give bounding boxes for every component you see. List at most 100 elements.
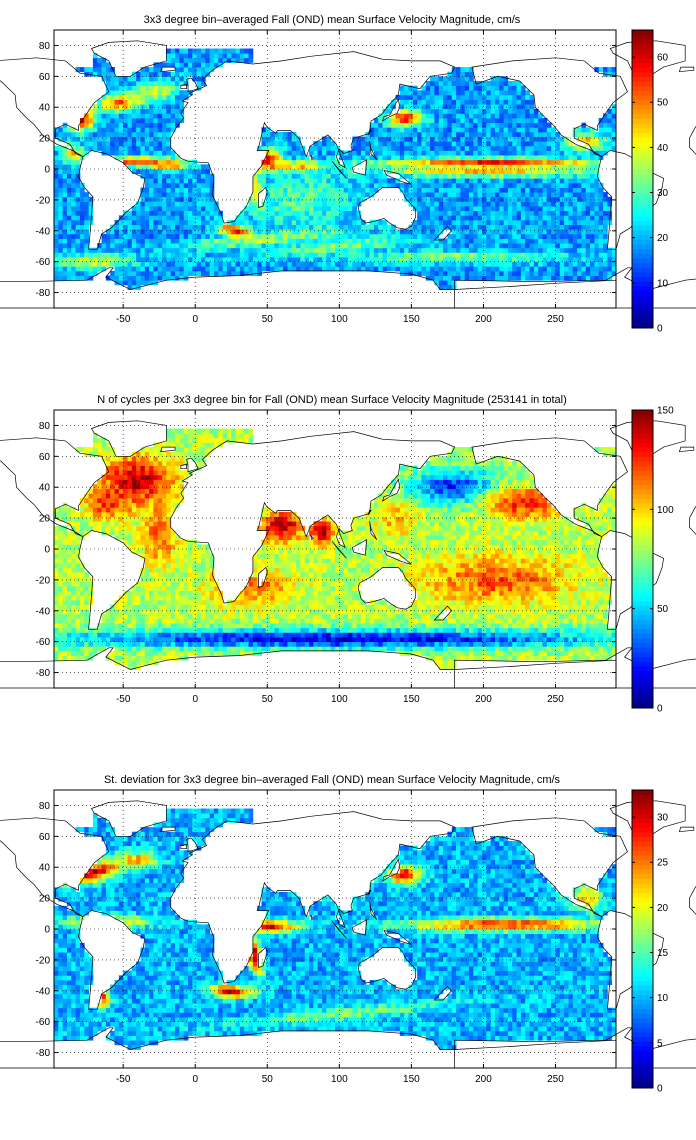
heatmap-cell [144, 280, 150, 286]
heatmap-cell [542, 238, 548, 244]
heatmap-cell [92, 118, 98, 124]
heatmap-cell [265, 224, 271, 230]
heatmap-cell [326, 247, 332, 253]
heatmap-cell [144, 127, 150, 133]
heatmap-cell [434, 243, 440, 249]
heatmap-cell [278, 141, 284, 147]
heatmap-cell [507, 247, 513, 253]
heatmap-cell [231, 229, 236, 235]
heatmap-cell [54, 219, 59, 225]
heatmap-cell [507, 94, 513, 100]
heatmap-cell [175, 57, 180, 63]
heatmap-cell [568, 247, 574, 253]
heatmap-cell [490, 99, 496, 105]
heatmap-cell [300, 201, 306, 207]
heatmap-cell [75, 609, 81, 615]
heatmap-cell [360, 182, 366, 188]
heatmap-cell [551, 257, 556, 263]
heatmap-cell [84, 609, 89, 615]
heatmap-cell [391, 238, 396, 244]
heatmap-cell [58, 247, 64, 253]
heatmap-cell [607, 196, 613, 202]
heatmap-cell [469, 224, 474, 230]
heatmap-cell [460, 127, 466, 133]
heatmap-cell [114, 94, 120, 100]
heatmap-cell [92, 493, 98, 499]
heatmap-cell [209, 238, 215, 244]
heatmap-cell [456, 219, 461, 225]
heatmap-cell [136, 247, 141, 253]
heatmap-cell [166, 108, 172, 114]
heatmap-cell [525, 127, 530, 133]
heatmap-cell [205, 164, 211, 170]
heatmap-cell [114, 618, 120, 624]
heatmap-cell [261, 219, 267, 225]
heatmap-cell [75, 627, 81, 633]
heatmap-cell [529, 206, 535, 212]
heatmap-cell [425, 118, 431, 124]
heatmap-cell [54, 261, 59, 267]
heatmap-cell [555, 196, 561, 202]
heatmap-cell [84, 131, 89, 137]
heatmap-cell [183, 48, 189, 54]
heatmap-cell [507, 219, 513, 225]
heatmap-cell [66, 576, 72, 582]
heatmap-cell [118, 618, 124, 624]
heatmap-cell [200, 182, 206, 188]
heatmap-cell [581, 201, 587, 207]
heatmap-cell [360, 150, 366, 156]
heatmap-cell [62, 604, 68, 610]
heatmap-cell [239, 270, 245, 276]
heatmap-cell [339, 206, 345, 212]
heatmap-cell [481, 173, 487, 179]
x-tick-label: 250 [547, 314, 564, 325]
heatmap-cell [542, 136, 548, 142]
heatmap-cell [114, 613, 120, 619]
heatmap-cell [291, 266, 297, 272]
heatmap-cell [196, 67, 202, 73]
heatmap-cell [205, 257, 211, 263]
heatmap-cell [568, 150, 574, 156]
heatmap-cell [300, 219, 306, 225]
heatmap-cell [110, 516, 115, 522]
heatmap-cell [123, 80, 128, 86]
heatmap-cell [79, 521, 85, 527]
heatmap-cell [490, 270, 496, 276]
heatmap-cell [200, 229, 206, 235]
heatmap-cell [313, 201, 319, 207]
heatmap-cell [54, 581, 59, 587]
heatmap-cell [149, 257, 154, 263]
heatmap-cell [564, 243, 569, 249]
heatmap-cell [222, 48, 228, 54]
heatmap-cell [421, 173, 427, 179]
heatmap-cell [447, 233, 453, 239]
heatmap-cell [391, 99, 396, 105]
heatmap-cell [335, 173, 340, 179]
heatmap-cell [192, 257, 198, 263]
heatmap-cell [270, 229, 275, 235]
heatmap-cell [473, 182, 479, 188]
heatmap-cell [430, 131, 435, 137]
heatmap-cell [503, 136, 509, 142]
heatmap-cell [170, 261, 176, 267]
heatmap-cell [183, 257, 189, 263]
heatmap-cell [503, 145, 509, 151]
heatmap-cell [261, 238, 267, 244]
heatmap-cell [179, 238, 185, 244]
heatmap-cell [114, 243, 120, 249]
heatmap-cell [162, 270, 167, 276]
heatmap-cell [322, 173, 327, 179]
heatmap-cell [62, 187, 68, 193]
heatmap-cell [257, 187, 262, 193]
heatmap-cell [140, 196, 146, 202]
heatmap-cell [469, 252, 474, 258]
heatmap-cell [71, 266, 77, 272]
heatmap-cell [218, 233, 223, 239]
heatmap-cell [529, 169, 535, 175]
heatmap-cell [188, 201, 193, 207]
heatmap-cell [188, 178, 193, 184]
heatmap-cell [257, 219, 262, 225]
heatmap-cell [175, 187, 180, 193]
heatmap-cell [213, 266, 219, 272]
heatmap-cell [473, 266, 479, 272]
